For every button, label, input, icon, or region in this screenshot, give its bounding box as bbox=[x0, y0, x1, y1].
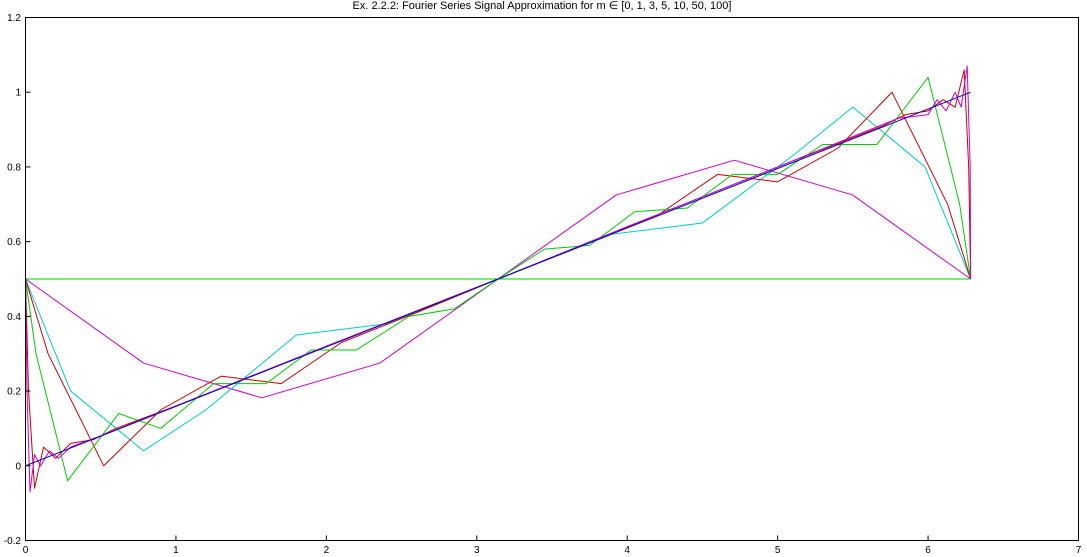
chart-title: Ex. 2.2.2: Fourier Series Signal Approxi… bbox=[353, 0, 732, 12]
series-line-m-signal bbox=[25, 91, 971, 467]
y-tick-label: -0.2 bbox=[4, 536, 22, 547]
y-tick-label: 0.6 bbox=[7, 237, 21, 248]
x-tick-label: 6 bbox=[925, 545, 931, 556]
y-tick-label: 1.2 bbox=[7, 13, 21, 24]
plot-frame bbox=[25, 17, 1079, 541]
y-tick-label: 0.4 bbox=[7, 312, 21, 323]
x-tick-label: 5 bbox=[775, 545, 781, 556]
x-tick-label: 2 bbox=[324, 545, 330, 556]
y-tick-label: 0 bbox=[15, 461, 21, 472]
y-tick-label: 0.2 bbox=[7, 387, 21, 398]
y-tick-label: 1 bbox=[15, 88, 21, 99]
x-tick-label: 0 bbox=[23, 545, 29, 556]
x-tick-label: 1 bbox=[173, 545, 179, 556]
y-tick-label: 0.8 bbox=[7, 162, 21, 173]
x-tick-label: 7 bbox=[1076, 545, 1082, 556]
x-tick-label: 3 bbox=[474, 545, 480, 556]
x-tick-label: 4 bbox=[624, 545, 630, 556]
axis-layer: 0 1 2 3 4 5 6 7-0.200.20.40.60.811.2 bbox=[4, 13, 1082, 556]
series-layer bbox=[25, 65, 972, 493]
